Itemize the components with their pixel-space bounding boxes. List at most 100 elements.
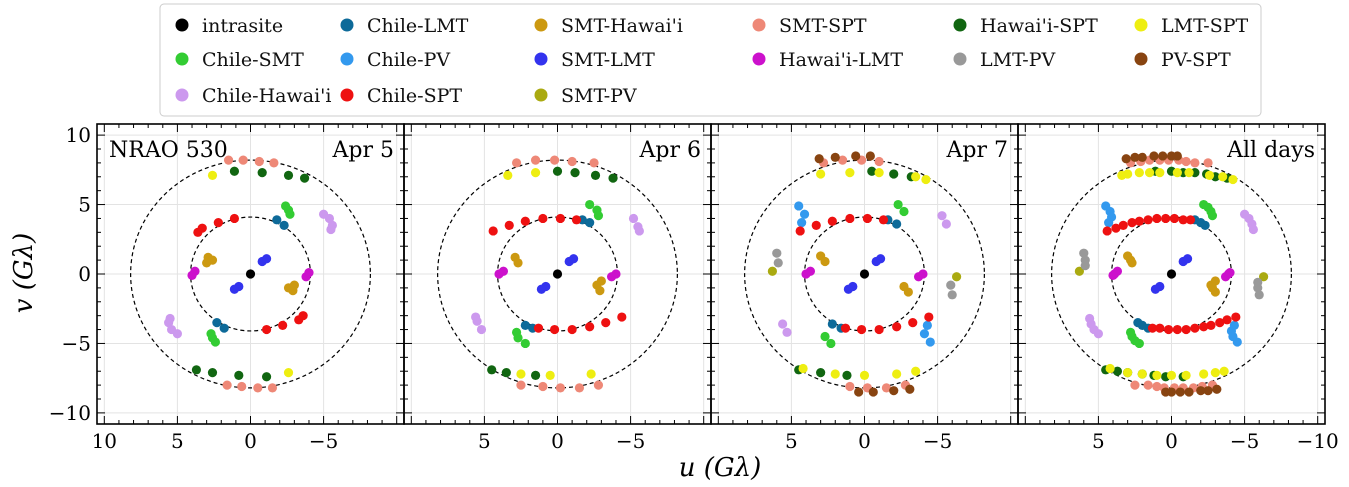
point-chile-pv — [922, 320, 932, 330]
point-lmt-spt — [1184, 168, 1194, 178]
point-chile-spt — [1163, 324, 1174, 335]
point-chile-spt — [555, 213, 566, 224]
legend-entry-chile-pv: Chile-PV — [340, 49, 450, 71]
point-pv-spt — [889, 386, 899, 396]
legend-entry-chile-spt: Chile-SPT — [340, 85, 462, 107]
legend-entry-chile-lmt: Chile-LMT — [340, 15, 469, 37]
point-chile-pv — [925, 337, 935, 347]
point-lmt-spt — [1218, 172, 1228, 182]
point-chile-spt — [1190, 323, 1200, 333]
y-tick-label: −10 — [49, 401, 91, 425]
point-chile-spt — [601, 318, 611, 328]
legend-marker — [752, 18, 766, 32]
point-chile-spt — [1169, 213, 1180, 224]
y-tick-label: 0 — [78, 262, 91, 286]
point-hawai-i-spt — [552, 166, 563, 176]
point-smt-spt — [574, 383, 585, 393]
point-hawai-i-spt — [229, 166, 240, 176]
point-chile-pv — [1104, 218, 1114, 228]
point-chile-spt — [1178, 215, 1188, 225]
point-chile-lmt — [1133, 318, 1143, 328]
point-chile-spt — [213, 218, 223, 228]
x-tick-label: 10 — [92, 429, 117, 453]
point-smt-lmt — [1150, 284, 1161, 294]
point-chile-hawai-i — [326, 224, 336, 235]
point-smt-lmt — [843, 284, 854, 294]
point-chile-spt — [1152, 213, 1162, 224]
point-smt-spt — [253, 383, 263, 393]
legend-entry-chile-smt: Chile-SMT — [175, 49, 304, 71]
point-chile-spt — [856, 324, 867, 335]
point-smt-hawai-i — [820, 256, 830, 267]
point-lmt-spt — [1105, 363, 1115, 374]
legend-entry-smt-lmt: SMT-LMT — [534, 49, 655, 71]
point-hawai-i-spt — [530, 370, 541, 380]
legend-frame — [159, 3, 1262, 117]
point-pv-spt — [830, 152, 840, 162]
point-chile-spt — [567, 324, 577, 335]
point-lmt-spt — [892, 369, 902, 379]
data-points — [164, 155, 337, 393]
point-pv-spt — [1158, 151, 1168, 161]
point-chile-hawai-i — [1248, 224, 1258, 235]
legend-label: Chile-LMT — [367, 15, 469, 37]
point-lmt-spt — [1166, 370, 1177, 380]
point-chile-smt — [511, 327, 522, 337]
point-hawai-i-spt — [283, 170, 294, 180]
legend-entry-lmt-spt: LMT-SPT — [1134, 15, 1249, 37]
point-smt-spt — [254, 156, 264, 167]
reference-circle-2 — [130, 159, 371, 389]
point-pv-spt — [868, 387, 878, 397]
point-smt-spt — [874, 156, 884, 167]
point-chile-spt — [1172, 324, 1182, 335]
panel-date-label: Apr 5 — [332, 138, 394, 163]
point-chile-hawai-i — [782, 327, 792, 337]
y-tick-label: 10 — [66, 123, 91, 147]
point-pv-spt — [1212, 384, 1222, 394]
legend-label: SMT-Hawai'i — [561, 15, 683, 37]
point-lmt-spt — [1199, 369, 1209, 379]
point-chile-smt — [1125, 327, 1136, 337]
point-hawai-i-spt — [207, 368, 218, 378]
x-tick-label: −5 — [923, 429, 952, 453]
legend-marker — [534, 88, 548, 102]
point-pv-spt — [905, 384, 915, 394]
point-chile-spt — [585, 322, 595, 332]
point-chile-pv — [797, 218, 807, 228]
data-points — [1074, 151, 1269, 397]
point-hawai-i-spt — [501, 368, 511, 378]
point-smt-spt — [837, 155, 848, 165]
point-pv-spt — [1137, 152, 1147, 162]
point-chile-spt — [229, 213, 240, 224]
point-chile-hawai-i — [634, 226, 644, 236]
point-hawai-i-spt — [608, 173, 618, 183]
x-tick-label: 0 — [858, 429, 871, 453]
legend-label: Hawai'i-SPT — [980, 15, 1098, 37]
point-intrasite — [859, 269, 870, 279]
point-hawai-i-lmt — [494, 269, 504, 279]
point-smt-pv — [952, 272, 962, 282]
point-chile-lmt — [520, 320, 530, 330]
point-chile-pv — [1229, 320, 1239, 330]
point-lmt-spt — [516, 369, 526, 379]
point-hawai-i-lmt — [611, 269, 621, 279]
point-intrasite — [1166, 269, 1177, 279]
legend: intrasite Chile-SMT Chile-Hawai'i Chile-LMT… — [159, 3, 1262, 117]
point-smt-hawai-i — [289, 280, 299, 290]
legend-marker — [1134, 52, 1148, 66]
legend-label: SMT-PV — [561, 85, 637, 107]
point-chile-lmt — [279, 220, 289, 230]
legend-entry-smt-pv: SMT-PV — [534, 85, 637, 107]
point-smt-spt — [222, 380, 232, 390]
point-lmt-spt — [874, 168, 884, 178]
legend-marker — [953, 52, 967, 66]
point-hawai-i-spt — [842, 370, 852, 380]
legend-marker — [752, 52, 766, 66]
legend-entry-pv-spt: PV-SPT — [1134, 49, 1231, 71]
point-lmt-spt — [503, 170, 513, 180]
ticks — [1018, 124, 1325, 424]
point-hawai-i-lmt — [304, 268, 314, 278]
y-tick-label: −5 — [62, 331, 91, 355]
point-chile-spt — [571, 215, 582, 225]
point-chile-smt — [899, 206, 909, 217]
